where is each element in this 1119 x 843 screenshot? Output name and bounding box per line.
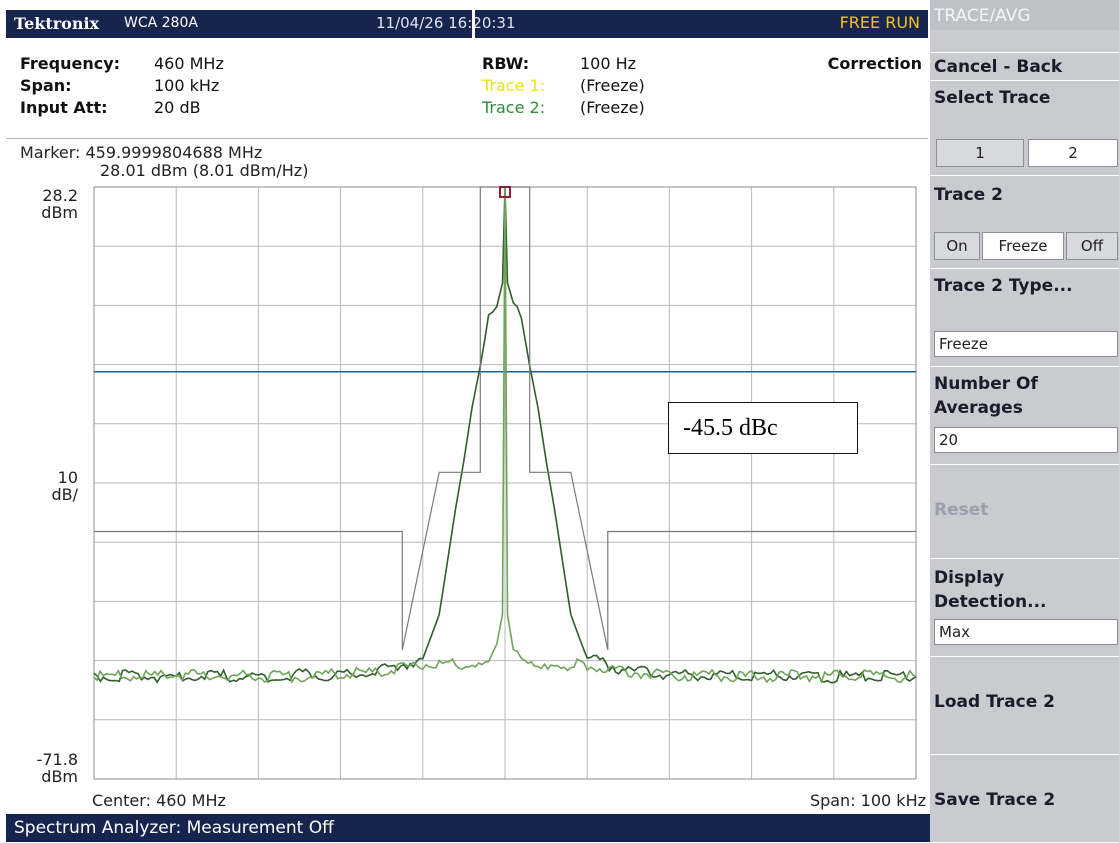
instrument-title-bar: Tektronix WCA 280A 11/04/26 16:20:31 FRE… xyxy=(6,10,928,38)
run-mode-indicator: FREE RUN xyxy=(839,13,920,32)
marker-frequency-readout: Marker: 459.9999804688 MHz xyxy=(20,143,263,162)
correction-indicator: Correction xyxy=(827,54,922,73)
softkey-menu: TRACE/AVG Cancel - Back Select Trace 1 2… xyxy=(930,0,1119,842)
span-value: 100 kHz xyxy=(154,76,220,95)
y-top-unit: dBm xyxy=(41,203,78,222)
y-scale-value: 10 xyxy=(57,468,78,487)
span-label: Span: xyxy=(20,76,72,95)
spectrum-chart[interactable] xyxy=(6,139,928,814)
peak-marker xyxy=(499,186,511,198)
model-name: WCA 280A xyxy=(124,15,198,31)
span-footer-label: Span: 100 kHz xyxy=(809,791,926,810)
trace2-type-field[interactable]: Freeze xyxy=(934,331,1118,357)
cancel-back-button[interactable]: Cancel - Back xyxy=(930,52,1119,81)
status-text: Spectrum Analyzer: Measurement Off xyxy=(14,818,334,838)
trace2-group: Trace 2 On Freeze Off xyxy=(930,175,1119,268)
trace2-type-button[interactable]: Trace 2 Type... Freeze xyxy=(930,268,1119,365)
timestamp: 11/04/26 16:20:31 xyxy=(376,14,516,32)
reset-button[interactable]: Reset xyxy=(930,464,1119,557)
dbc-annotation-text: -45.5 dBc xyxy=(683,415,778,441)
detection-field[interactable]: Max xyxy=(934,619,1118,645)
y-bottom-value: -71.8 xyxy=(36,750,78,769)
trace2-on-option[interactable]: On xyxy=(934,232,980,260)
reset-label: Reset xyxy=(934,500,989,520)
rbw-value: 100 Hz xyxy=(580,54,637,73)
select-trace-label: Select Trace xyxy=(934,88,1051,108)
select-trace-2[interactable]: 2 xyxy=(1028,139,1118,167)
display-detection-line2: Detection... xyxy=(934,592,1047,612)
y-scale-label: 10 dB/ xyxy=(6,469,78,503)
trace2-label: Trace 2: xyxy=(482,98,546,117)
spectrum-plot[interactable]: Marker: 459.9999804688 MHz 28.01 dBm (8.… xyxy=(6,139,928,814)
trace2-type-label: Trace 2 Type... xyxy=(934,276,1073,296)
trace2-value: (Freeze) xyxy=(580,98,645,117)
trace1-value: (Freeze) xyxy=(580,76,645,95)
display-detection-line1: Display xyxy=(934,568,1005,588)
frequency-value: 460 MHz xyxy=(154,54,224,73)
trace-1-line xyxy=(93,188,917,684)
top-bar: Tektronix WCA 280A 11/04/26 16:20:31 FRE… xyxy=(0,0,930,46)
y-top-label: 28.2 dBm xyxy=(6,187,78,221)
save-trace-label: Save Trace 2 xyxy=(934,790,1056,810)
number-of-averages-line2: Averages xyxy=(934,398,1023,418)
input-att-label: Input Att: xyxy=(20,98,108,117)
status-bar: Spectrum Analyzer: Measurement Off xyxy=(6,814,930,842)
menu-title-text: TRACE/AVG xyxy=(934,6,1031,26)
display-detection-button[interactable]: Display Detection... Max xyxy=(930,558,1119,655)
detection-value: Max xyxy=(939,623,971,641)
select-trace-group: Select Trace 1 2 xyxy=(930,80,1119,173)
marker-level-readout: 28.01 dBm (8.01 dBm/Hz) xyxy=(100,161,309,180)
y-bottom-label: -71.8 dBm xyxy=(6,751,78,785)
select-trace-1[interactable]: 1 xyxy=(936,139,1024,167)
y-top-value: 28.2 xyxy=(42,186,78,205)
input-att-value: 20 dB xyxy=(154,98,201,117)
center-frequency-label: Center: 460 MHz xyxy=(92,791,226,810)
number-of-averages-line1: Number Of xyxy=(934,374,1038,394)
cancel-back-label: Cancel - Back xyxy=(934,57,1063,77)
trace2-label: Trace 2 xyxy=(934,185,1003,205)
trace2-off-option[interactable]: Off xyxy=(1066,232,1118,260)
trace2-freeze-option[interactable]: Freeze xyxy=(982,232,1064,260)
rbw-label: RBW: xyxy=(482,54,530,73)
averages-field[interactable]: 20 xyxy=(934,427,1118,453)
trace2-type-value: Freeze xyxy=(939,335,988,353)
save-trace-button[interactable]: Save Trace 2 xyxy=(930,754,1119,843)
averages-value: 20 xyxy=(939,431,959,449)
dbc-annotation: -45.5 dBc xyxy=(668,402,858,454)
frequency-label: Frequency: xyxy=(20,54,121,73)
y-bottom-unit: dBm xyxy=(41,767,78,786)
trace1-label: Trace 1: xyxy=(482,76,546,95)
brand-logo: Tektronix xyxy=(14,14,100,33)
number-of-averages-button[interactable]: Number Of Averages 20 xyxy=(930,366,1119,463)
y-scale-unit: dB/ xyxy=(51,485,78,504)
title-divider xyxy=(472,10,475,38)
load-trace-button[interactable]: Load Trace 2 xyxy=(930,656,1119,753)
settings-readout: Frequency: 460 MHz Span: 100 kHz Input A… xyxy=(6,46,928,139)
load-trace-label: Load Trace 2 xyxy=(934,692,1056,712)
menu-title: TRACE/AVG xyxy=(930,0,1119,30)
